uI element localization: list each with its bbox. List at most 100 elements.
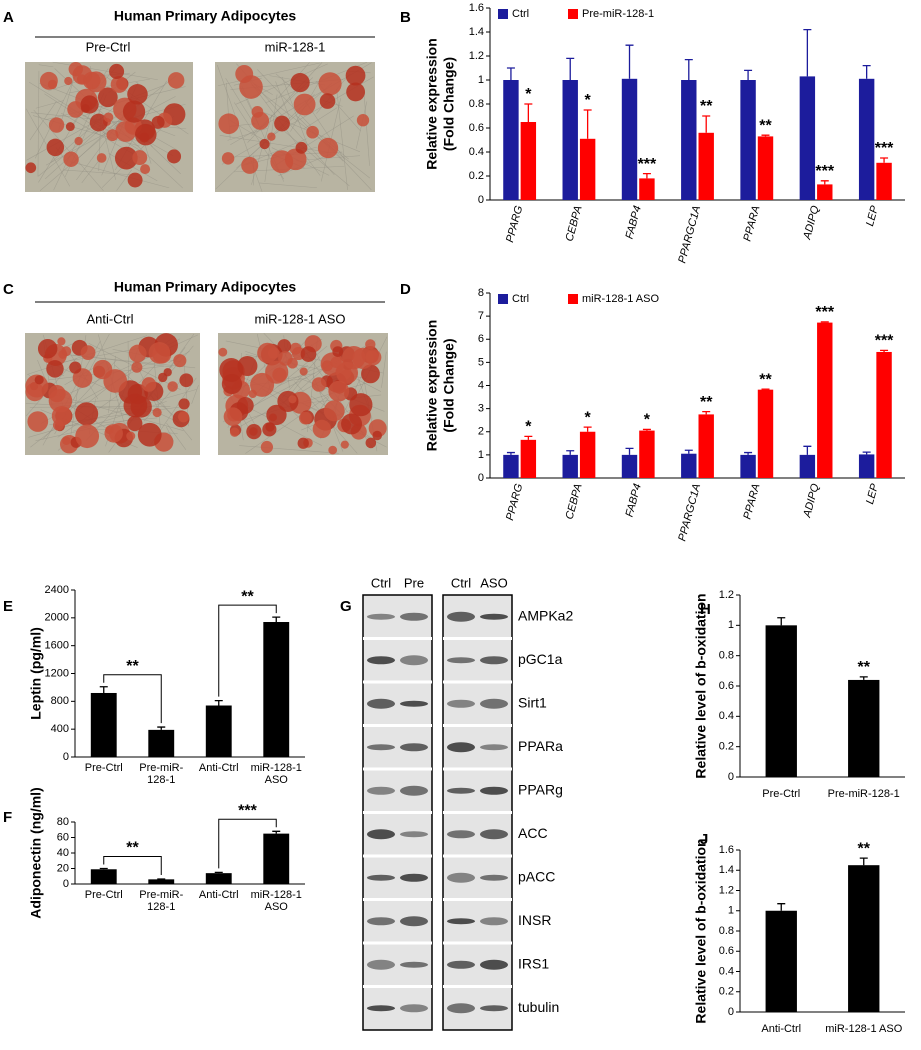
lipid-droplet: [128, 344, 147, 363]
significance: **: [759, 371, 772, 388]
lipid-droplet: [74, 136, 83, 146]
blot-band: [400, 612, 428, 621]
significance: ***: [875, 333, 894, 350]
bar: [858, 454, 875, 478]
texture: [227, 128, 268, 141]
panel-letter: H: [700, 601, 711, 618]
significance: **: [858, 840, 871, 857]
bar: [740, 454, 756, 478]
bar: [562, 80, 578, 200]
lipid-droplet: [288, 395, 297, 404]
error-bar: [583, 109, 592, 139]
lipid-droplet: [75, 402, 99, 426]
x-tick-label: CEBPA: [564, 204, 585, 242]
error-bar: [524, 435, 533, 440]
blot-band: [400, 743, 428, 752]
bar: [579, 431, 596, 478]
lipid-droplet: [295, 141, 308, 154]
significance: **: [700, 98, 713, 115]
lipid-droplet: [349, 393, 373, 417]
lipid-droplet: [37, 339, 58, 359]
error-bar: [777, 903, 786, 911]
error-bar: [702, 115, 711, 133]
blot-band: [400, 700, 428, 707]
significance: *: [585, 92, 592, 109]
error-bar: [744, 69, 753, 80]
panel-letter: E: [3, 598, 13, 615]
texture: [191, 385, 199, 405]
y-tick-label: 0.6: [719, 945, 734, 957]
legend-label: Ctrl: [512, 293, 529, 305]
row-label: tubulin: [518, 999, 559, 1015]
lipid-droplet: [299, 411, 312, 425]
x-tick-label: ASO: [265, 901, 289, 913]
lipid-droplet: [137, 422, 162, 447]
error-bar: [566, 450, 575, 455]
lipid-droplet: [80, 95, 99, 114]
significance: **: [858, 659, 871, 676]
row-label: pGC1a: [518, 651, 563, 667]
y-tick-label: 0.6: [469, 122, 484, 134]
y-tick-label: 3: [478, 403, 484, 415]
lipid-droplet: [58, 349, 68, 359]
lipid-droplet: [319, 93, 336, 109]
panel-letter: D: [400, 281, 411, 298]
legend-swatch: [568, 294, 578, 304]
bar: [520, 439, 537, 478]
bar: [579, 138, 596, 200]
significance: **: [759, 117, 772, 134]
error-bar: [859, 857, 868, 866]
image-label: Pre-Ctrl: [86, 39, 131, 54]
y-tick-label: 60: [57, 831, 69, 843]
lipid-droplet: [345, 65, 366, 86]
lipid-droplet: [130, 396, 152, 418]
y-tick-label: 1: [728, 619, 734, 631]
error-bar: [862, 451, 871, 455]
row-label: PPARa: [518, 738, 563, 754]
y-axis-label: (Fold Change): [441, 57, 457, 151]
lipid-droplet: [75, 424, 100, 449]
texture: [239, 445, 339, 454]
lipid-droplet: [267, 347, 280, 359]
y-tick-label: 0: [63, 878, 69, 890]
significance: **: [126, 658, 139, 675]
blot-band: [447, 699, 475, 708]
lipid-droplet: [127, 84, 148, 105]
bar: [698, 414, 714, 478]
bar: [765, 910, 797, 1012]
panel-title: Human Primary Adipocytes: [114, 8, 297, 24]
blot-band: [447, 657, 475, 664]
x-tick-label: ASO: [265, 774, 289, 786]
blot-band: [400, 873, 428, 882]
lipid-droplet: [262, 422, 277, 437]
y-tick-label: 0: [728, 1006, 734, 1018]
significance: ***: [638, 156, 657, 173]
lipid-droplet: [317, 137, 339, 159]
significance: **: [700, 394, 713, 411]
lipid-droplet: [148, 341, 171, 364]
blot-band: [400, 831, 428, 838]
bar: [148, 879, 175, 884]
error-bar: [684, 58, 693, 80]
blot-band: [400, 961, 428, 968]
x-tick-label: 128-1: [147, 901, 175, 913]
bar: [503, 454, 519, 478]
y-tick-label: 0: [478, 472, 484, 484]
bar: [799, 454, 816, 478]
lipid-droplet: [356, 114, 370, 127]
x-tick-label: Pre-miR-: [139, 889, 183, 901]
bar: [757, 389, 774, 478]
x-tick-label: ADIPQ: [801, 482, 822, 520]
significance: *: [525, 86, 532, 103]
lipid-droplet: [134, 123, 157, 146]
panel-letter: C: [3, 281, 14, 298]
texture: [225, 78, 255, 125]
significance: *: [644, 412, 651, 429]
texture: [34, 65, 81, 159]
x-tick-label: LEP: [864, 204, 881, 228]
y-tick-label: 2400: [45, 584, 69, 596]
lipid-droplet: [221, 152, 235, 165]
y-tick-label: 0: [63, 751, 69, 763]
x-tick-label: FABP4: [624, 482, 644, 518]
bar: [817, 184, 833, 200]
